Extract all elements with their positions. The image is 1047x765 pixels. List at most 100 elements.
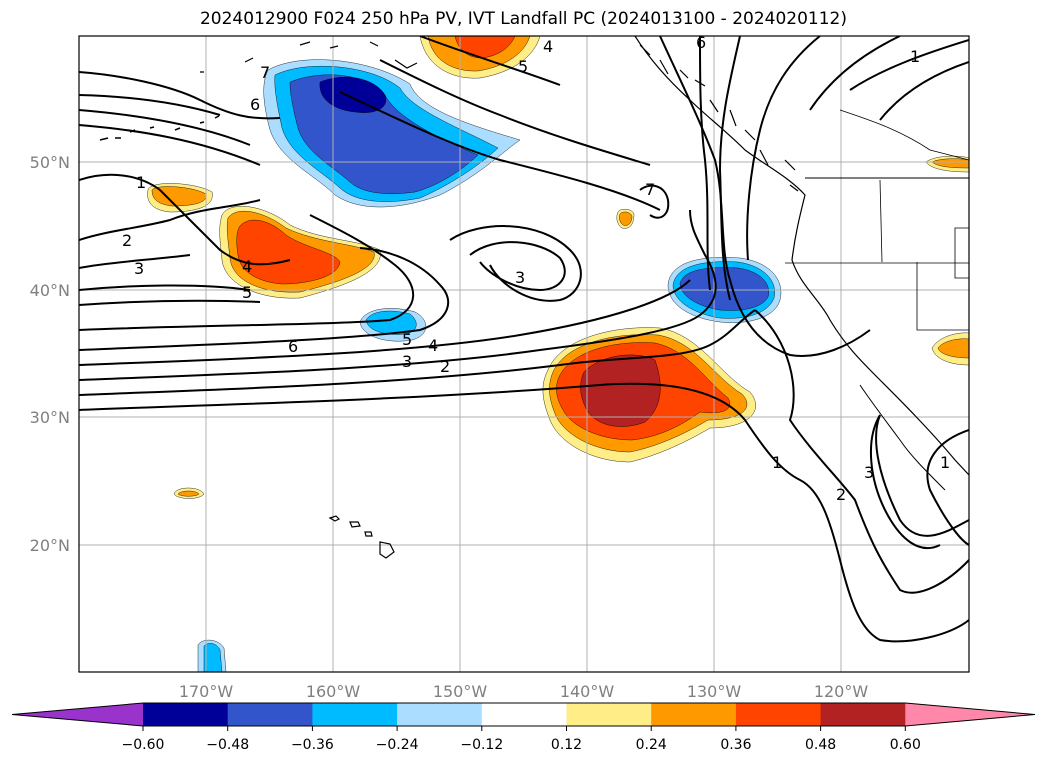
- positive-anomaly-region-tiny-2-core: [177, 490, 200, 497]
- contour-line-1: [79, 382, 969, 643]
- contour-line-ridge-4: [746, 36, 821, 261]
- contour-label-5-north: 5: [518, 57, 528, 76]
- colorbar-segment: [566, 703, 652, 726]
- contour-line-ridge-2: [699, 36, 711, 291]
- contour-line-outer-4: [79, 284, 251, 291]
- contour-label-3-loop: 3: [515, 268, 525, 287]
- contour-label-2-center: 2: [440, 357, 450, 376]
- colorbar-tick-label: 0.24: [636, 737, 667, 753]
- colorbar-tick-label: 0.12: [551, 737, 582, 753]
- pv-contours: [79, 36, 969, 643]
- contour-label-5-west: 5: [242, 283, 252, 302]
- colorbar-tick-label: −0.48: [206, 737, 249, 753]
- contour-line-ridge-5: [809, 36, 901, 111]
- coastlines: [99, 36, 969, 559]
- colorbar-tick-label: −0.12: [460, 737, 503, 753]
- colorbar-segment: [312, 703, 398, 726]
- contour-line-outer-1: [79, 173, 291, 266]
- colorbar-segment: [735, 703, 822, 726]
- latitude-axis: 50°N 40°N 30°N 20°N: [30, 153, 70, 555]
- contour-line-6: [79, 214, 415, 331]
- contour-line-loop-inner: [469, 241, 566, 292]
- lat-tick-label: 40°N: [30, 281, 70, 300]
- positive-anomaly-region-east-1-core: [931, 158, 969, 169]
- contour-line-3: [79, 209, 969, 537]
- contour-line-outer-2: [79, 199, 261, 241]
- contour-label-6-north: 6: [250, 95, 260, 114]
- contour-label-5-center: 5: [402, 330, 412, 349]
- contour-label-2-south: 2: [836, 485, 846, 504]
- contour-line-loop: [449, 225, 582, 302]
- positive-anomaly-region-tiny-1-core: [619, 211, 633, 226]
- positive-anomaly-region-east-2-core: [937, 338, 969, 359]
- contour-line-outer-5: [79, 299, 261, 306]
- colorbar-segment: [481, 703, 567, 726]
- contour-label-1-east: 1: [940, 453, 950, 472]
- positive-anomaly-region-far-west-core: [151, 186, 207, 207]
- contour-line-outer-3: [79, 254, 191, 269]
- contour-line-ridge-3: [718, 36, 741, 301]
- lon-tick-label: 120°W: [814, 682, 869, 701]
- lon-tick-label: 150°W: [433, 682, 488, 701]
- contour-line-ridge-6: [849, 39, 969, 91]
- contour-line-5: [79, 247, 450, 351]
- lat-tick-label: 30°N: [30, 408, 70, 427]
- contour-line-2: [79, 309, 969, 594]
- contour-line-east-sub: [926, 429, 969, 546]
- contour-line-loop-7: [639, 184, 670, 219]
- contour-line-north-2: [79, 94, 221, 116]
- contour-label-3-west: 3: [134, 259, 144, 278]
- lat-tick-label: 20°N: [30, 536, 70, 555]
- colorbar-tick-label: 0.60: [890, 737, 921, 753]
- contour-line-north-4: [79, 124, 261, 166]
- map-frame: [78, 35, 970, 673]
- colorbar-tick-label: 0.36: [720, 737, 751, 753]
- contour-label-7-north: 7: [260, 63, 270, 82]
- contour-line-north-1: [79, 71, 281, 120]
- colorbar-extend-max: [905, 703, 1035, 726]
- lon-tick-label: 170°W: [179, 682, 234, 701]
- contour-label-1-west: 1: [136, 173, 146, 192]
- positive-anomaly-region-west-core: [236, 219, 341, 285]
- positive-anomaly-region-main-core: [580, 354, 661, 427]
- contour-label-7-loop: 7: [645, 180, 655, 199]
- colorbar-segment: [820, 703, 906, 726]
- contour-labels: 1 2 3 4 5 6 6 7 5 4 3 2 3 7 4 5 6 1 1 2 …: [122, 33, 950, 504]
- colorbar-extend-min: [12, 703, 143, 726]
- negative-anomaly-region-gulf-peak: [319, 76, 387, 113]
- contour-label-1-south: 1: [772, 453, 782, 472]
- contour-line-north-center-3: [419, 36, 561, 86]
- colorbar-tick-label: −0.36: [291, 737, 334, 753]
- colorbar-segment: [143, 703, 229, 726]
- colorbar: −0.60 −0.48 −0.36 −0.24 −0.12 0.12 0.24 0.36 0.4…: [11, 702, 1036, 753]
- contour-line-north-3: [79, 109, 251, 146]
- contour-label-1-ridge: 1: [910, 47, 920, 66]
- colorbar-segment: [227, 703, 313, 726]
- lon-tick-label: 130°W: [687, 682, 742, 701]
- contour-label-3-south: 3: [864, 463, 874, 482]
- contour-line-ridge-7: [879, 61, 969, 121]
- colorbar-segment: [397, 703, 483, 726]
- map-title: 2024012900 F024 250 hPa PV, IVT Landfall…: [199, 9, 847, 29]
- contour-label-6-ridge: 6: [696, 33, 706, 52]
- lon-tick-label: 140°W: [560, 682, 615, 701]
- longitude-axis: 170°W 160°W 150°W 140°W 130°W 120°W: [179, 682, 869, 701]
- negative-anomaly-region-small-core: [365, 310, 417, 335]
- colorbar-segment: [651, 703, 737, 726]
- lat-tick-label: 50°N: [30, 153, 70, 172]
- contour-line-east-sub-2: [870, 414, 941, 550]
- contour-label-2-west: 2: [122, 231, 132, 250]
- lon-tick-label: 160°W: [306, 682, 361, 701]
- contour-label-6-west: 6: [288, 337, 298, 356]
- colorbar-tick-label: 0.48: [805, 737, 836, 753]
- map-area: 1 2 3 4 5 6 6 7 5 4 3 2 3 7 4 5 6 1 1 2 …: [79, 33, 969, 672]
- contour-line-ridge-1: [659, 36, 871, 357]
- gridlines: [79, 36, 969, 672]
- contour-line-north-center: [379, 59, 651, 166]
- contour-label-4-west: 4: [242, 257, 252, 276]
- contour-line-4: [79, 279, 691, 366]
- contour-label-3-center: 3: [402, 352, 412, 371]
- colorbar-tick-label: −0.60: [122, 737, 165, 753]
- contour-label-4-north: 4: [543, 37, 553, 56]
